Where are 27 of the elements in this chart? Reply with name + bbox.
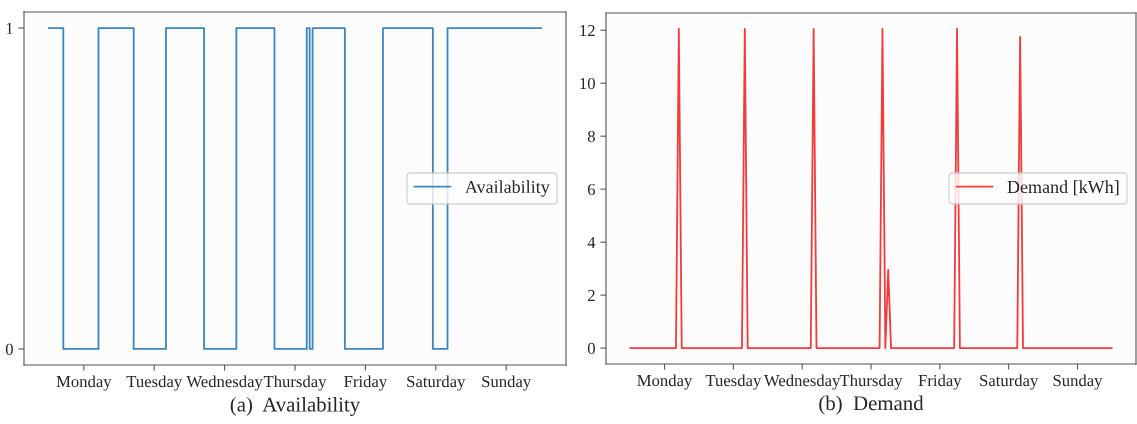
y-tick-label: 0 — [587, 342, 595, 355]
y-tick-label: 1 — [6, 22, 13, 34]
x-tick-label: Thursday — [263, 375, 327, 391]
text: (b) Demand — [819, 395, 924, 415]
legend-label: Availability — [465, 180, 550, 197]
legend-label: Demand [kWh] — [1007, 180, 1119, 196]
x-tick-label: Friday — [344, 375, 388, 391]
y-tick-label: 10 — [580, 77, 595, 90]
y-tick-label: 6 — [587, 183, 596, 196]
y-tick-label: 2 — [587, 289, 595, 301]
x-tick-label: Saturday — [407, 375, 466, 391]
x-tick-label: Saturday — [980, 374, 1039, 390]
y-tick-label: 12 — [580, 24, 595, 36]
x-tick-label: Wednesday — [186, 375, 263, 391]
x-tick-label: Sunday — [482, 375, 532, 391]
text: (a) Availability — [230, 396, 361, 416]
x-tick-label: Tuesday — [705, 374, 762, 390]
x-tick-label: Wednesday — [763, 374, 841, 390]
x-tick-label: Sunday — [1053, 374, 1103, 390]
x-tick-label: Tuesday — [126, 375, 183, 391]
y-tick-label: 8 — [587, 130, 595, 143]
x-tick-label: Monday — [637, 374, 693, 390]
y-tick-label: 0 — [5, 343, 13, 355]
y-tick-label: 4 — [587, 236, 596, 248]
x-tick-label: Monday — [56, 375, 112, 391]
x-tick-label: Friday — [918, 374, 962, 390]
x-tick-label: Thursday — [839, 374, 903, 390]
